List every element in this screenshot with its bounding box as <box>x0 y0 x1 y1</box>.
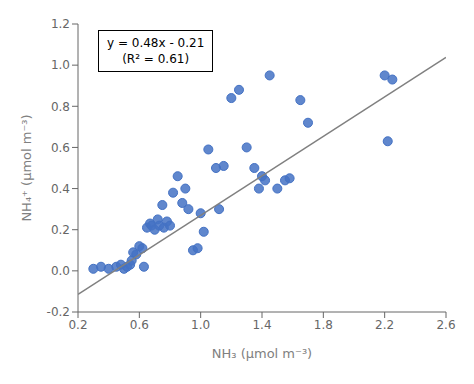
svg-text:NH₄⁺ (μmol m⁻³): NH₄⁺ (μmol m⁻³) <box>19 114 34 221</box>
svg-text:0.2: 0.2 <box>68 318 87 332</box>
svg-text:2.2: 2.2 <box>375 318 394 332</box>
html-text:(R² = 0.61): (R² = 0.61) <box>122 52 190 66</box>
svg-text:1.4: 1.4 <box>252 318 271 332</box>
svg-text:2.6: 2.6 <box>436 318 455 332</box>
svg-text:1.0: 1.0 <box>191 318 210 332</box>
svg-text:0.2: 0.2 <box>51 223 70 237</box>
html-text:y = 0.48x - 0.21: y = 0.48x - 0.21 <box>107 36 205 50</box>
svg-text:1.0: 1.0 <box>51 58 70 72</box>
svg-text:1.8: 1.8 <box>314 318 333 332</box>
svg-text:-0.2: -0.2 <box>47 305 70 319</box>
svg-text:NH₃ (μmol m⁻³): NH₃ (μmol m⁻³) <box>212 346 312 361</box>
svg-text:0.6: 0.6 <box>51 141 70 155</box>
svg-text:0.0: 0.0 <box>51 264 70 278</box>
svg-text:0.8: 0.8 <box>51 100 70 114</box>
svg-text:1.2: 1.2 <box>51 17 70 31</box>
svg-text:0.4: 0.4 <box>51 182 70 196</box>
svg-text:0.6: 0.6 <box>130 318 149 332</box>
